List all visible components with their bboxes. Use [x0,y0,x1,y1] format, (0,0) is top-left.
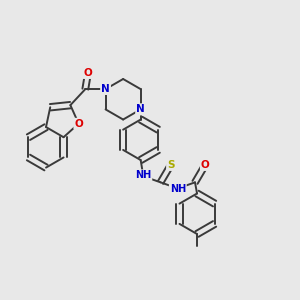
Text: O: O [84,68,92,78]
Text: O: O [74,118,83,129]
Text: N: N [101,84,110,94]
Text: N: N [136,104,145,114]
Text: N: N [136,104,145,114]
Text: O: O [201,160,209,170]
Text: S: S [167,160,174,170]
Text: NH: NH [135,170,152,180]
Text: NH: NH [170,184,186,194]
Text: N: N [101,84,110,94]
